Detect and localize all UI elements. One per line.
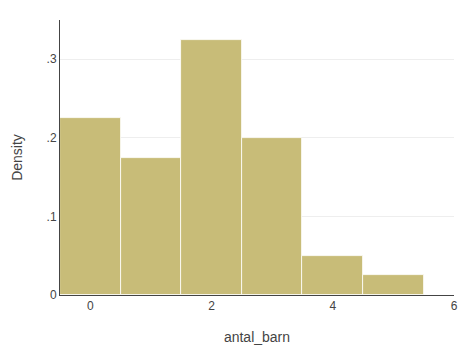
svg-text:4: 4 xyxy=(329,299,336,313)
svg-text:Density: Density xyxy=(9,134,25,181)
svg-text:6: 6 xyxy=(451,299,458,313)
svg-text:.1: .1 xyxy=(47,210,57,224)
svg-text:.2: .2 xyxy=(47,131,57,145)
svg-text:0: 0 xyxy=(50,288,57,302)
svg-text:antal_barn: antal_barn xyxy=(224,329,290,345)
svg-text:2: 2 xyxy=(208,299,215,313)
svg-text:.3: .3 xyxy=(47,52,57,66)
svg-text:0: 0 xyxy=(87,299,94,313)
